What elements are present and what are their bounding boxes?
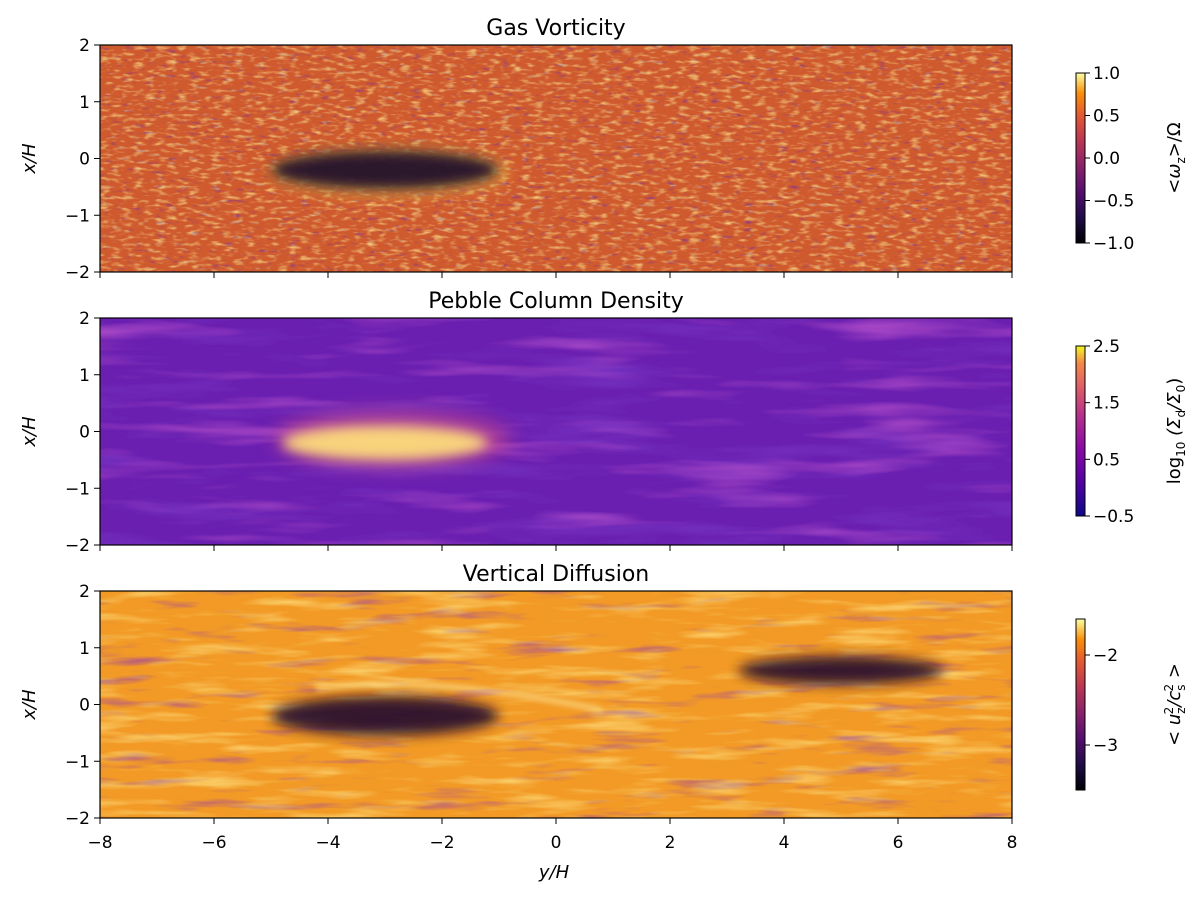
colorbar-label-part: (Σ (1164, 417, 1185, 442)
colorbar-label-part: s (1174, 685, 1188, 691)
feature-vortex (271, 149, 499, 190)
colorbar-label-part: /Σ (1164, 392, 1185, 412)
heatmap-field (100, 318, 1012, 545)
colorbar-label-part: /c (1164, 691, 1185, 709)
x-axis-label: y/H (538, 862, 570, 883)
panel-3: Vertical Diffusion 2 1 0 −1 −2 −8 −6 −4 −2 0 2 4 6 8 x/… (19, 562, 1188, 883)
colorbar-tick-label: −1.0 (1093, 234, 1134, 254)
y-tick-label: 1 (79, 93, 90, 113)
panel-2: Pebble Column Density210−1−2x/H2.51.50.5… (19, 289, 1188, 556)
y-tick-label: −1 (65, 206, 90, 226)
colorbar: 2.5 1.5 0.5 −0.5 log10 (Σd/Σ0) (1075, 337, 1188, 527)
colorbar-label-part: > (1164, 663, 1185, 684)
colorbar-label-part: < u (1164, 714, 1185, 746)
x-tick-label: 8 (1007, 833, 1018, 853)
colorbar-label-part: d (1174, 410, 1188, 418)
colorbar: 1.0 0.5 0.0 −0.5 −1.0 <ωz>/Ω (1075, 64, 1188, 254)
x-tick-label: 6 (893, 833, 904, 853)
colorbar-label-part: 2 (1162, 707, 1176, 715)
x-tick-label: −6 (201, 833, 226, 853)
panel-title: Vertical Diffusion (463, 562, 649, 587)
heatmap-field (100, 591, 1012, 818)
y-tick-label: −1 (65, 479, 90, 499)
panel-title: Pebble Column Density (428, 289, 683, 314)
y-tick-label: 2 (79, 582, 90, 602)
y-tick-label: −2 (65, 536, 90, 556)
colorbar-label-part: log (1164, 457, 1185, 484)
y-tick-label: 0 (79, 423, 90, 443)
x-tick-label: 2 (665, 833, 676, 853)
y-tick-label: −1 (65, 752, 90, 772)
colorbar-label-part: 10 (1174, 442, 1188, 457)
panel-title: Gas Vorticity (486, 16, 625, 41)
x-tick-label: −2 (429, 833, 454, 853)
colorbar-tick-label: −0.5 (1093, 507, 1134, 527)
y-axis-label: x/H (19, 416, 40, 448)
heatmap-texture (100, 45, 1012, 272)
colorbar-gradient (1075, 618, 1086, 791)
colorbar-label-part: 2 (1162, 684, 1176, 692)
x-tick-label: −8 (87, 833, 112, 853)
y-tick-label: −2 (65, 809, 90, 829)
x-tick-label: 0 (551, 833, 562, 853)
panel-1: Gas Vorticity 2 1 0 −1 −2 x/H 1.0 0.5 0.0 −0.5 −1.0… (19, 16, 1188, 283)
colorbar-tick-label: 1.0 (1093, 64, 1120, 84)
colorbar-label: log10 (Σd/Σ0) (1164, 378, 1188, 485)
y-axis-label: x/H (19, 143, 40, 175)
y-tick-label: 2 (79, 309, 90, 329)
colorbar-gradient (1075, 345, 1086, 517)
y-tick-label: 1 (79, 639, 90, 659)
colorbar-tick-label: −2 (1093, 646, 1118, 666)
feature-low-region (738, 656, 944, 685)
colorbar-label-part: ω (1164, 164, 1185, 179)
colorbar: −2−3< uz2/cs2 > (1075, 618, 1188, 791)
y-axis-label: x/H (19, 689, 40, 721)
feature-pebble-concentration (282, 425, 488, 460)
x-tick-label: −4 (315, 833, 340, 853)
colorbar-tick-label: 1.5 (1093, 394, 1120, 414)
colorbar-label-part: 0 (1174, 385, 1188, 393)
colorbar-label-part: >/Ω (1164, 122, 1185, 157)
y-tick-label: 0 (79, 696, 90, 716)
colorbar-tick-label: 0.5 (1093, 450, 1120, 470)
colorbar-tick-label: −0.5 (1093, 192, 1134, 212)
feature-vortex (271, 695, 499, 736)
heatmap-texture (100, 318, 1012, 545)
y-tick-label: 1 (79, 366, 90, 386)
colorbar-gradient (1075, 72, 1086, 244)
y-tick-label: 2 (79, 36, 90, 56)
colorbar-label: <ωz>/Ω (1164, 122, 1188, 194)
colorbar-label-part: < (1164, 179, 1185, 194)
x-tick-label: 4 (779, 833, 790, 853)
heatmap-field (100, 45, 1012, 272)
colorbar-label-part: ) (1164, 378, 1185, 385)
colorbar-label: < uz2/cs2 > (1162, 663, 1188, 746)
colorbar-tick-label: −3 (1093, 736, 1118, 756)
heatmap-texture (100, 591, 1012, 818)
colorbar-tick-label: 0.0 (1093, 149, 1120, 169)
shear-band (316, 681, 603, 713)
colorbar-tick-label: 0.5 (1093, 107, 1120, 127)
colorbar-tick-label: 2.5 (1093, 337, 1120, 357)
colorbar-label-part: z (1174, 157, 1188, 163)
y-tick-label: 0 (79, 150, 90, 170)
y-tick-label: −2 (65, 263, 90, 283)
colorbar-label-part: z (1174, 707, 1188, 713)
